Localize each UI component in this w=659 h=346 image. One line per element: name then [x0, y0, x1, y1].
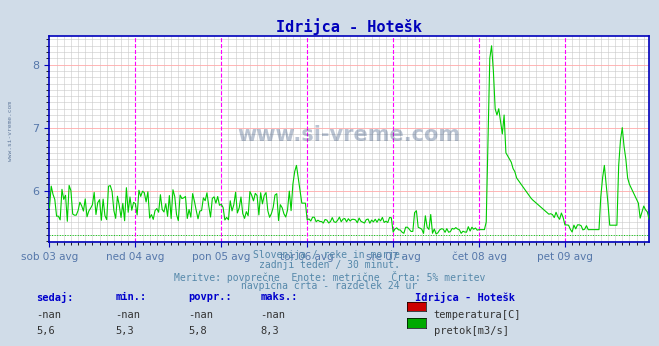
Text: Slovenija / reke in morje.: Slovenija / reke in morje. — [253, 250, 406, 260]
Text: sedaj:: sedaj: — [36, 292, 74, 303]
Text: min.:: min.: — [115, 292, 146, 302]
Text: zadnji teden / 30 minut.: zadnji teden / 30 minut. — [259, 260, 400, 270]
Title: Idrijca - Hotešk: Idrijca - Hotešk — [276, 18, 422, 35]
Text: maks.:: maks.: — [260, 292, 298, 302]
Text: www.si-vreme.com: www.si-vreme.com — [238, 125, 461, 145]
Text: pretok[m3/s]: pretok[m3/s] — [434, 326, 509, 336]
Text: povpr.:: povpr.: — [188, 292, 231, 302]
Text: -nan: -nan — [115, 310, 140, 320]
Text: 5,6: 5,6 — [36, 326, 55, 336]
Text: Meritve: povprečne  Enote: metrične  Črta: 5% meritev: Meritve: povprečne Enote: metrične Črta:… — [174, 271, 485, 283]
Text: -nan: -nan — [36, 310, 61, 320]
Text: navpična črta - razdelek 24 ur: navpična črta - razdelek 24 ur — [241, 281, 418, 291]
Text: 5,8: 5,8 — [188, 326, 206, 336]
Text: -nan: -nan — [188, 310, 213, 320]
Text: -nan: -nan — [260, 310, 285, 320]
Text: temperatura[C]: temperatura[C] — [434, 310, 521, 320]
Text: Idrijca - Hotešk: Idrijca - Hotešk — [415, 292, 515, 303]
Text: www.si-vreme.com: www.si-vreme.com — [8, 101, 13, 162]
Text: 8,3: 8,3 — [260, 326, 279, 336]
Text: 5,3: 5,3 — [115, 326, 134, 336]
